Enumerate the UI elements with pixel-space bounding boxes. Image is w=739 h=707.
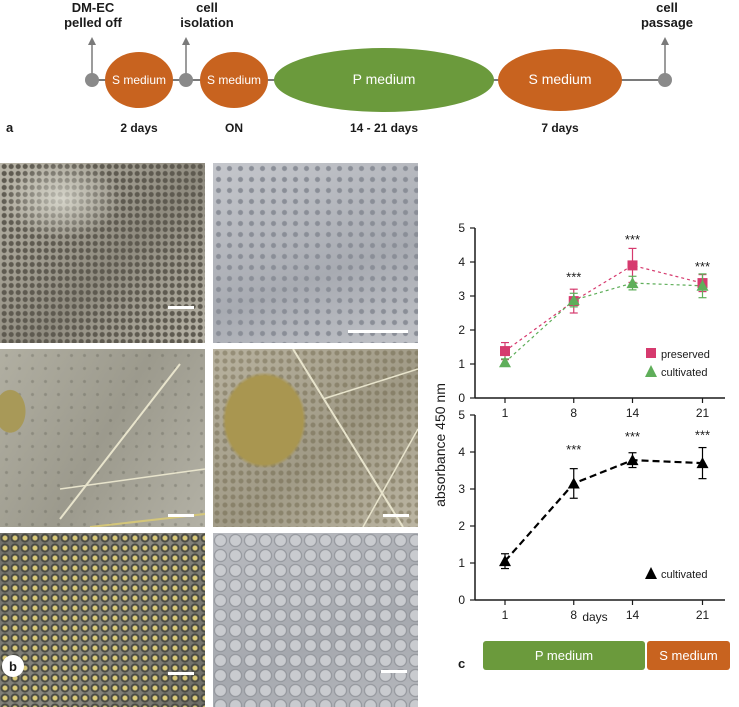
y-tick-label: 3 xyxy=(458,289,465,303)
scale-bar xyxy=(383,514,409,517)
micrograph-1 xyxy=(0,163,205,343)
arrow-passage-head xyxy=(661,37,669,45)
series-line-cultivated xyxy=(504,459,703,562)
x-tick-label: 14 xyxy=(626,608,640,622)
series-line-preserved xyxy=(504,264,703,352)
micrograph-3 xyxy=(0,349,205,527)
significance-annotation: *** xyxy=(695,427,710,442)
panel-c-label: c xyxy=(458,656,466,671)
significance-annotation: *** xyxy=(625,232,640,247)
x-tick-label: 1 xyxy=(502,608,509,622)
x-tick-label: 14 xyxy=(626,406,640,420)
data-point-cultivated xyxy=(696,457,709,469)
micrograph-6 xyxy=(213,533,418,707)
micrograph-2 xyxy=(213,163,418,343)
scale-bar xyxy=(168,306,194,309)
stage-duration-3: 14 - 21 days xyxy=(350,121,418,135)
series-line-cultivated xyxy=(504,282,703,363)
legend-label-preserved: preserved xyxy=(661,349,710,361)
arrow-dmec-head xyxy=(88,37,96,45)
event-isolation-label: cell isolation xyxy=(176,0,238,30)
arrow-isolation-head xyxy=(182,37,190,45)
x-tick-label: 1 xyxy=(502,406,509,420)
event-passage-label: cell passage xyxy=(635,0,699,30)
y-tick-label: 1 xyxy=(458,357,465,371)
panel-a-label: a xyxy=(6,120,14,135)
data-point-cultivated xyxy=(567,477,580,489)
legend-marker-cultivated xyxy=(645,365,657,377)
node-isolation xyxy=(179,73,193,87)
data-point-cultivated xyxy=(626,277,639,289)
x-axis-label: days xyxy=(582,610,607,624)
significance-annotation: *** xyxy=(695,259,710,274)
data-point-cultivated xyxy=(567,294,580,306)
x-tick-label: 21 xyxy=(696,406,710,420)
y-axis-label: absorbance 450 nm xyxy=(432,383,448,507)
y-tick-label: 0 xyxy=(458,593,465,607)
event-dmec-label: DM-EC pelled off xyxy=(57,0,129,30)
node-dmec xyxy=(85,73,99,87)
stage-duration-1: 2 days xyxy=(120,121,158,135)
stage-duration-2: ON xyxy=(225,121,243,135)
event-passage-line1: cell xyxy=(656,0,678,15)
micrograph-4 xyxy=(213,349,418,527)
stage-ellipse-3 xyxy=(274,48,494,112)
y-tick-label: 5 xyxy=(458,221,465,235)
medium-bar-p: P medium xyxy=(483,641,645,670)
event-dmec-line1: DM-EC xyxy=(71,0,115,15)
significance-annotation: *** xyxy=(566,442,581,457)
stage-name-1: S medium xyxy=(112,73,166,87)
micrograph-5 xyxy=(0,533,205,707)
scale-bar xyxy=(381,670,407,673)
legend-label-cultivated: cultivated xyxy=(661,367,707,379)
stage-name-3: P medium xyxy=(353,71,416,87)
data-point-preserved xyxy=(627,260,638,271)
stage-name-2: S medium xyxy=(207,73,261,87)
y-tick-label: 2 xyxy=(458,323,465,337)
stage-ellipse-4 xyxy=(498,49,622,111)
panel-b-label: b xyxy=(2,655,24,677)
timeline-graphic: S medium S medium P medium S medium 2 da… xyxy=(6,37,672,135)
event-isolation-line1: cell xyxy=(196,0,218,15)
event-passage-line2: passage xyxy=(640,15,694,30)
node-passage xyxy=(658,73,672,87)
data-point-cultivated xyxy=(499,555,511,567)
medium-bar-s: S medium xyxy=(647,641,730,670)
x-tick-label: 8 xyxy=(570,406,577,420)
y-tick-label: 2 xyxy=(458,519,465,533)
y-tick-label: 1 xyxy=(458,556,465,570)
legend-marker-cultivated xyxy=(645,567,657,579)
y-tick-label: 5 xyxy=(458,408,465,422)
legend-label-cultivated: cultivated xyxy=(661,569,707,581)
scale-bar xyxy=(168,672,194,675)
significance-annotation: *** xyxy=(625,429,640,444)
data-point-cultivated xyxy=(696,279,709,291)
significance-annotation: *** xyxy=(566,269,581,284)
event-dmec-line2: pelled off xyxy=(64,15,122,30)
data-point-cultivated xyxy=(626,454,639,466)
y-tick-label: 3 xyxy=(458,482,465,496)
y-tick-label: 0 xyxy=(458,391,465,405)
event-isolation-line2: isolation xyxy=(180,15,234,30)
x-tick-label: 21 xyxy=(696,608,710,622)
scale-bar xyxy=(348,330,408,333)
data-point-preserved xyxy=(500,346,510,357)
stage-name-4: S medium xyxy=(528,71,591,87)
x-tick-label: 8 xyxy=(570,608,577,622)
stage-ellipse-1 xyxy=(105,52,173,108)
y-tick-label: 4 xyxy=(458,255,465,269)
crystal-lines xyxy=(292,349,418,527)
y-tick-label: 4 xyxy=(458,445,465,459)
scale-bar xyxy=(168,514,194,517)
legend-marker-preserved xyxy=(646,348,656,358)
crystal-lines xyxy=(59,363,205,527)
stage-duration-4: 7 days xyxy=(541,121,579,135)
stage-ellipse-2 xyxy=(200,52,268,108)
data-point-cultivated xyxy=(499,356,511,368)
